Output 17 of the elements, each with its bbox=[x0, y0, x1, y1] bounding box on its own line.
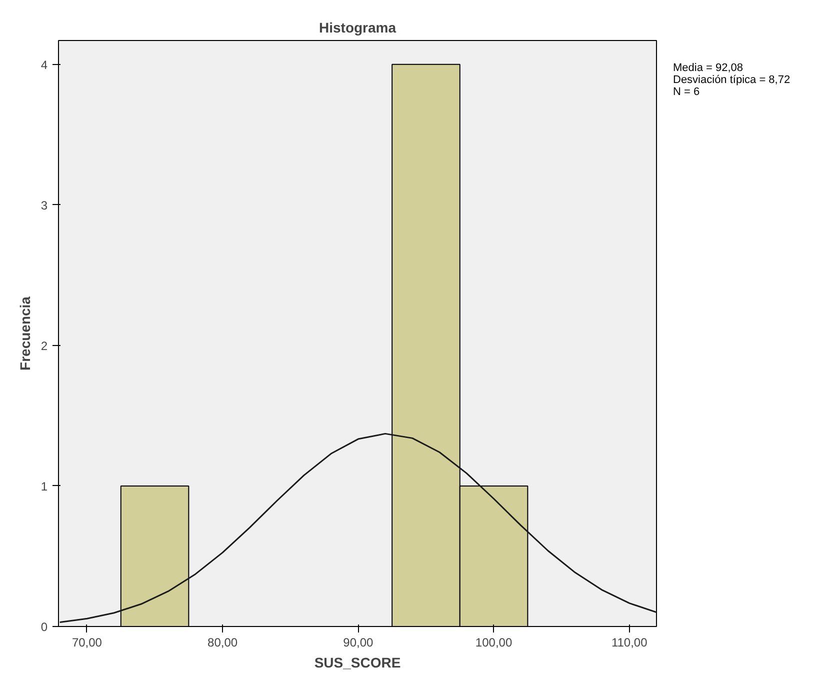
chart-title: Histograma bbox=[318, 20, 396, 36]
x-tick-label: 90,00 bbox=[343, 636, 374, 650]
x-tick-label: 110,00 bbox=[611, 636, 648, 650]
y-tick-label: 0 bbox=[40, 620, 48, 634]
y-tick-label: 3 bbox=[40, 198, 48, 212]
text: Desviación típica = 8,72 bbox=[673, 74, 790, 86]
y-tick-label: 2 bbox=[40, 338, 48, 353]
line-series bbox=[59, 432, 656, 624]
x-tick-label: 80,00 bbox=[208, 636, 238, 650]
y-tick-label: 4 bbox=[40, 58, 48, 72]
x-axis-title: SUS_SCORE bbox=[314, 654, 401, 670]
y-axis-title: Frecuencia bbox=[16, 296, 33, 370]
x-tick-label: 70,00 bbox=[72, 636, 102, 650]
text: N = 6 bbox=[673, 86, 701, 98]
text: Media = 92,08 bbox=[673, 62, 744, 74]
y-tick-label: 1 bbox=[40, 479, 48, 494]
x-tick-label: 100,00 bbox=[475, 636, 512, 650]
